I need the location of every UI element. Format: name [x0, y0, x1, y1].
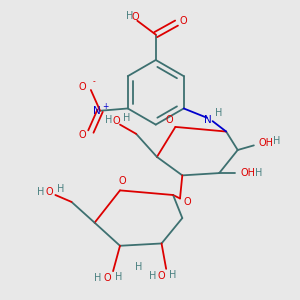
Text: H: H	[148, 271, 156, 281]
Text: O: O	[103, 273, 111, 283]
Text: H: H	[58, 184, 65, 194]
Text: OH: OH	[240, 168, 255, 178]
Text: -: -	[93, 77, 96, 86]
Text: O: O	[180, 16, 187, 26]
Text: H: H	[115, 272, 122, 282]
Text: O: O	[131, 12, 139, 22]
Text: H: H	[94, 273, 102, 283]
Text: N: N	[204, 115, 212, 125]
Text: O: O	[46, 187, 53, 196]
Text: H: H	[37, 187, 44, 196]
Text: H: H	[215, 108, 222, 118]
Text: O: O	[166, 115, 173, 125]
Text: H: H	[169, 270, 177, 280]
Text: +: +	[103, 102, 109, 111]
Text: H: H	[105, 115, 112, 125]
Text: O: O	[158, 271, 165, 281]
Text: H: H	[255, 168, 262, 178]
Text: H: H	[135, 262, 142, 272]
Text: O: O	[113, 116, 120, 126]
Text: O: O	[118, 176, 126, 186]
Text: O: O	[183, 197, 191, 207]
Text: H: H	[273, 136, 280, 146]
Text: OH: OH	[259, 138, 274, 148]
Text: O: O	[79, 82, 87, 92]
Text: H: H	[123, 113, 130, 123]
Text: H: H	[125, 11, 133, 21]
Text: N: N	[93, 106, 101, 116]
Text: O: O	[79, 130, 87, 140]
